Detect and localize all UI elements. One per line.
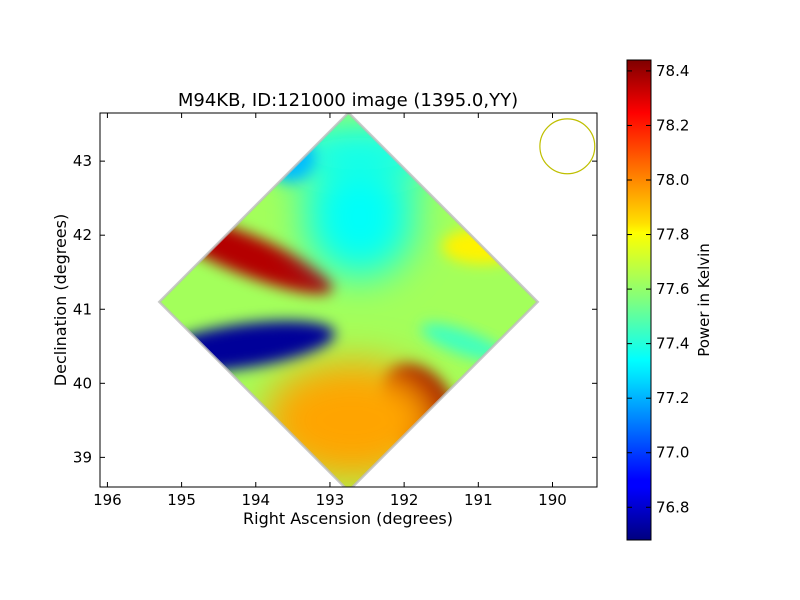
- y-tick-label: 41: [73, 300, 92, 318]
- colorbar-tick-label: 77.2: [656, 389, 689, 407]
- colorbar-tick-label: 78.4: [656, 62, 689, 80]
- heatmap-feature: [110, 279, 142, 347]
- colorbar: [626, 59, 652, 541]
- y-tick-label: 42: [73, 226, 92, 244]
- heatmap-feature: [262, 360, 443, 481]
- colorbar-ticks: 76.8 77.0 77.2 77.4 77.6 77.8 78.0 78.2 78.4: [627, 62, 689, 516]
- x-axis-label: Right Ascension (degrees): [243, 509, 453, 528]
- colorbar-label: Power in Kelvin: [695, 243, 713, 357]
- y-axis-label: Declination (degrees): [51, 214, 70, 386]
- axes-frame: [99, 112, 598, 488]
- heatmap-edge: [157, 113, 540, 487]
- y-tick-label: 40: [73, 374, 92, 392]
- beam-marker: [539, 118, 596, 175]
- x-tick-label: 194: [241, 491, 270, 509]
- heatmap-feature: [420, 323, 506, 362]
- x-axis: 196 195 194 193 192 191 190: [93, 113, 567, 509]
- colorbar-tick-label: 77.8: [656, 226, 689, 244]
- colorbar-tick-label: 76.8: [656, 498, 689, 516]
- colorbar-tick-label: 77.4: [656, 335, 689, 353]
- x-tick-label: 190: [538, 491, 567, 509]
- y-axis: 39 40 41 42 43: [73, 152, 597, 466]
- colorbar-tick-label: 78.2: [656, 116, 689, 134]
- x-tick-label: 191: [464, 491, 493, 509]
- heatmap-feature: [547, 244, 603, 344]
- colorbar-tick-label: 77.6: [656, 280, 689, 298]
- x-tick-label: 193: [316, 491, 345, 509]
- x-tick-label: 192: [390, 491, 419, 509]
- chart-title: M94KB, ID:121000 image (1395.0,YY): [178, 90, 518, 111]
- colorbar-tick-label: 77.0: [656, 444, 689, 462]
- x-tick-label: 196: [93, 491, 122, 509]
- heatmap-feature: [304, 156, 415, 277]
- plot-area: [110, 113, 603, 487]
- y-tick-label: 43: [73, 152, 92, 170]
- heatmap-field: [110, 113, 603, 487]
- y-tick-label: 39: [73, 448, 92, 466]
- colorbar-tick-label: 78.0: [656, 171, 689, 189]
- x-tick-label: 195: [167, 491, 196, 509]
